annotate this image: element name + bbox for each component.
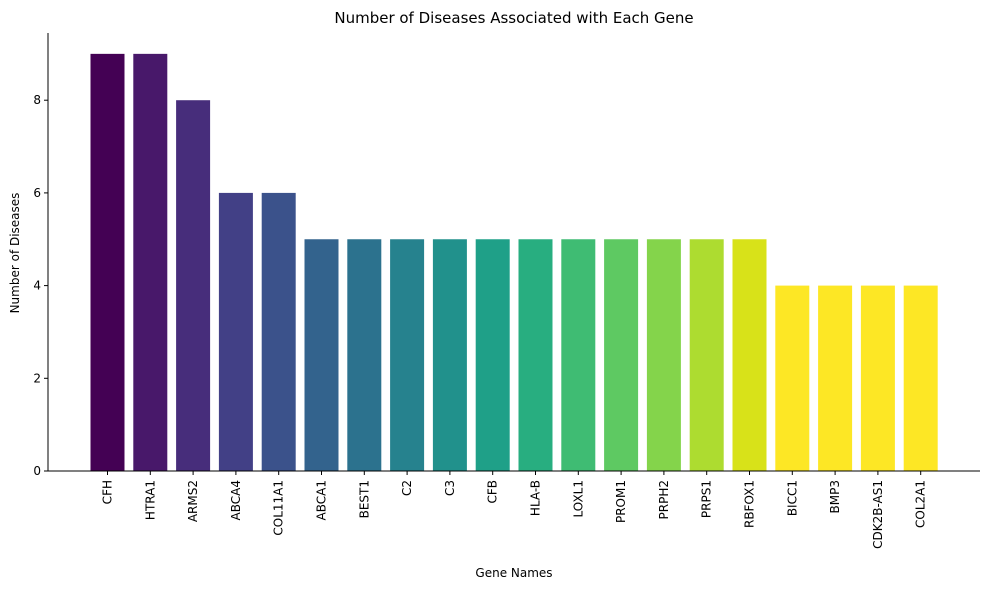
x-tick-label: PROM1	[614, 480, 628, 523]
y-axis-ticks: 0 2 4 6 8	[33, 93, 48, 478]
x-tick-label: C3	[443, 480, 457, 496]
x-tick-label: HTRA1	[143, 480, 157, 520]
bar-hla-b	[518, 239, 553, 471]
bar-abca1	[304, 239, 339, 471]
x-tick-label: BMP3	[828, 480, 842, 513]
bar-c2	[390, 239, 425, 471]
x-axis-label: Gene Names	[475, 566, 552, 580]
bar-bicc1	[775, 285, 810, 471]
bar-htra1	[133, 53, 168, 472]
y-tick-label: 2	[33, 371, 41, 385]
bar-prph2	[646, 239, 681, 471]
x-tick-label: PRPH2	[657, 480, 671, 519]
x-tick-label: BEST1	[357, 480, 371, 518]
bar-bmp3	[818, 285, 853, 471]
x-tick-label: CFB	[486, 480, 500, 504]
y-tick-label: 4	[33, 279, 41, 293]
y-tick-label: 8	[33, 93, 41, 107]
x-tick-label: PRPS1	[700, 480, 714, 518]
x-tick-label: BICC1	[785, 480, 799, 516]
bar-cfh	[90, 53, 125, 472]
x-tick-label: CFH	[101, 480, 115, 504]
bar-best1	[347, 239, 382, 471]
x-axis-ticks: CFH HTRA1 ARMS2 ABCA4 COL11A1 ABCA1 BEST1 C2 C3 C…	[101, 471, 928, 549]
x-tick-label: RBFOX1	[743, 480, 757, 528]
x-tick-label: LOXL1	[571, 480, 585, 517]
y-tick-label: 6	[33, 186, 41, 200]
x-tick-label: COL11A1	[272, 480, 286, 536]
bar-abca4	[218, 192, 253, 471]
y-tick-label: 0	[33, 464, 41, 478]
chart-title: Number of Diseases Associated with Each …	[334, 9, 693, 27]
bar-prom1	[604, 239, 639, 471]
bar-col11a1	[261, 192, 296, 471]
y-axis-label: Number of Diseases	[8, 193, 22, 314]
bar-cfb	[475, 239, 510, 471]
bar-arms2	[176, 100, 211, 472]
bar-loxl1	[561, 239, 596, 471]
bar-c3	[432, 239, 467, 471]
x-tick-label: COL2A1	[914, 480, 928, 528]
x-tick-label: CDK2B-AS1	[871, 480, 885, 549]
x-tick-label: C2	[400, 480, 414, 496]
x-tick-label: ABCA1	[315, 480, 329, 520]
bar-rbfox1	[732, 239, 767, 471]
x-tick-label: HLA-B	[529, 480, 543, 516]
bar-prps1	[689, 239, 724, 471]
bars-group	[90, 53, 938, 472]
bar-cdk2b-as1	[860, 285, 895, 471]
x-tick-label: ARMS2	[186, 480, 200, 522]
x-tick-label: ABCA4	[229, 480, 243, 520]
bar-col2a1	[903, 285, 938, 471]
